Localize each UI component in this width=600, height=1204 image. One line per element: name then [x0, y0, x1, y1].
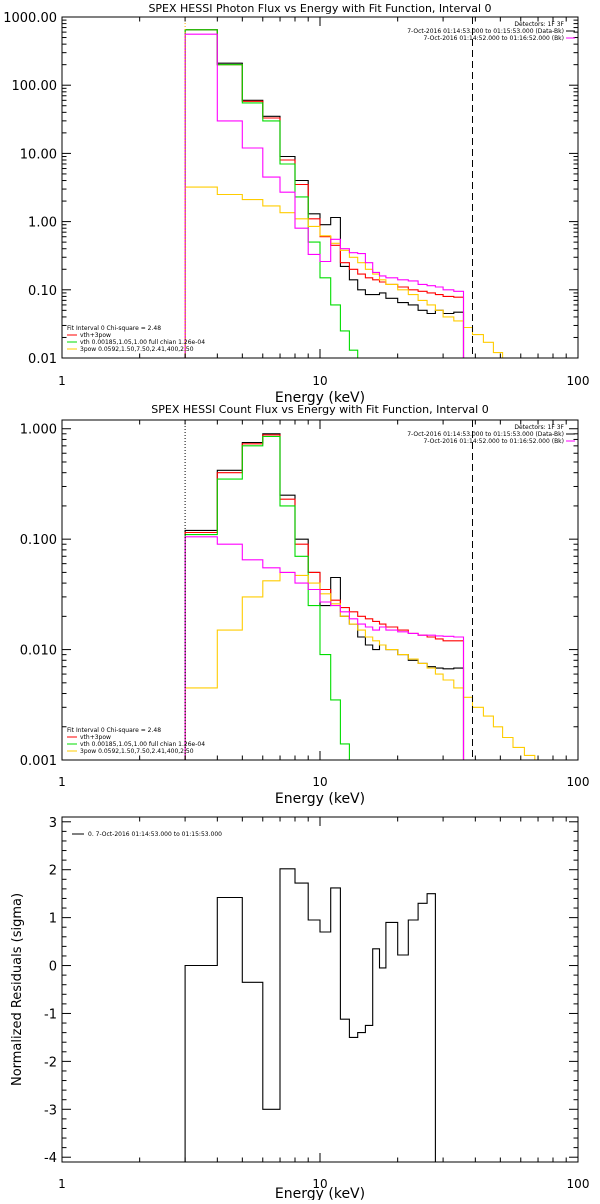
- y-tick-label: 0.100: [20, 533, 57, 548]
- y-axis-label: Normalized Residuals (sigma): [10, 893, 25, 1086]
- legend-title: Fit Interval 0 Chi-square = 2.48: [67, 325, 161, 332]
- legend-label-1: 0. 7-Oct-2016 01:14:53.000 to 01:15:53.0…: [88, 831, 222, 838]
- series-line-5: [184, 536, 465, 760]
- legend-label-2: vth 0.00185,1.05,1.00 full chian 1.26e-0…: [80, 339, 205, 346]
- series-line-2: [184, 434, 465, 760]
- y-tick-label: 0.001: [20, 754, 57, 769]
- header-line-2: 7-Oct-2016 01:14:53.000 to 01:15:53.000 …: [407, 431, 564, 438]
- y-tick-label: 0.10: [28, 284, 57, 299]
- x-tick-label: 100: [567, 1177, 590, 1191]
- x-tick-label: 1: [58, 374, 66, 388]
- y-tick-label: 1000.00: [3, 11, 57, 26]
- legend-label-1: vth+3pow: [80, 332, 111, 339]
- x-tick-label: 1: [58, 775, 66, 789]
- x-tick-label: 100: [567, 374, 590, 388]
- x-tick-label: 10: [312, 1177, 327, 1191]
- y-tick-label: 0: [49, 960, 57, 975]
- x-axis-label: Energy (keV): [275, 1186, 365, 1200]
- legend-label-2: vth 0.00185,1.05,1.00 full chian 1.26e-0…: [80, 741, 205, 748]
- series-line-3: [184, 29, 359, 358]
- y-tick-label: 2: [49, 864, 57, 879]
- series-group: [184, 29, 504, 358]
- legend-label-3: 3pow 0.0592,1.50,7.50,2.41,400,2.50: [80, 346, 194, 353]
- y-tick-label: -4: [44, 1151, 57, 1166]
- y-tick-label: 0.01: [28, 352, 57, 367]
- plot-frame: [61, 816, 579, 1163]
- x-tick-label: 10: [312, 374, 327, 388]
- series-group: [184, 868, 436, 1162]
- series-line-4: [184, 571, 547, 760]
- header-line-1: Detectors: 1F 3F: [514, 21, 564, 28]
- header-line-1: Detectors: 1F 3F: [514, 424, 564, 431]
- y-tick-label: -3: [44, 1103, 57, 1118]
- chart-panel-2: SPEX HESSI Count Flux vs Energy with Fit…: [20, 403, 590, 807]
- y-tick-label: 10.00: [20, 147, 57, 162]
- y-tick-label: 0.010: [20, 644, 57, 659]
- series-line-4: [184, 186, 504, 358]
- x-axis-label: Energy (keV): [275, 791, 365, 807]
- y-tick-label: 3: [49, 816, 57, 831]
- series-line-1: [184, 868, 436, 1162]
- x-tick-label: 10: [312, 775, 327, 789]
- y-tick-label: 1.000: [20, 423, 57, 438]
- header-line-3: 7-Oct-2016 01:14:52.000 to 01:16:52.000 …: [424, 35, 565, 42]
- series-line-1: [184, 433, 465, 760]
- y-tick-label: -2: [44, 1055, 57, 1070]
- y-tick-label: 100.00: [12, 79, 58, 94]
- chart-title: SPEX HESSI Photon Flux vs Energy with Fi…: [148, 2, 491, 15]
- y-tick-label: 1.00: [28, 216, 57, 231]
- series-line-2: [184, 29, 465, 358]
- header-line-2: 7-Oct-2016 01:14:53.000 to 01:15:53.000 …: [407, 28, 564, 35]
- x-tick-label: 100: [567, 775, 590, 789]
- chart-panel-3: 1 10 100 -4 -3 -2 -1 0 1 2 3 Energy (keV) Normalized…: [10, 816, 590, 1202]
- legend-title: Fit Interval 0 Chi-square = 2.48: [67, 727, 161, 734]
- legend-label-1: vth+3pow: [80, 734, 111, 741]
- plot-frame: [61, 16, 579, 359]
- series-line-5: [184, 33, 465, 358]
- header-line-3: 7-Oct-2016 01:14:52.000 to 01:16:52.000 …: [424, 438, 565, 445]
- y-tick-label: -1: [44, 1007, 57, 1022]
- y-tick-label: 1: [49, 912, 57, 927]
- chart-title: SPEX HESSI Count Flux vs Energy with Fit…: [151, 403, 488, 416]
- x-axis-label: Energy (keV): [275, 390, 365, 406]
- chart-panel-1: SPEX HESSI Photon Flux vs Energy with Fi…: [3, 2, 589, 406]
- x-tick-label: 1: [58, 1177, 66, 1191]
- series-line-1: [184, 29, 465, 358]
- legend-label-3: 3pow 0.0592,1.50,7.50,2.41,400,2.50: [80, 748, 194, 755]
- series-line-3: [184, 435, 350, 760]
- series-group: [184, 433, 547, 760]
